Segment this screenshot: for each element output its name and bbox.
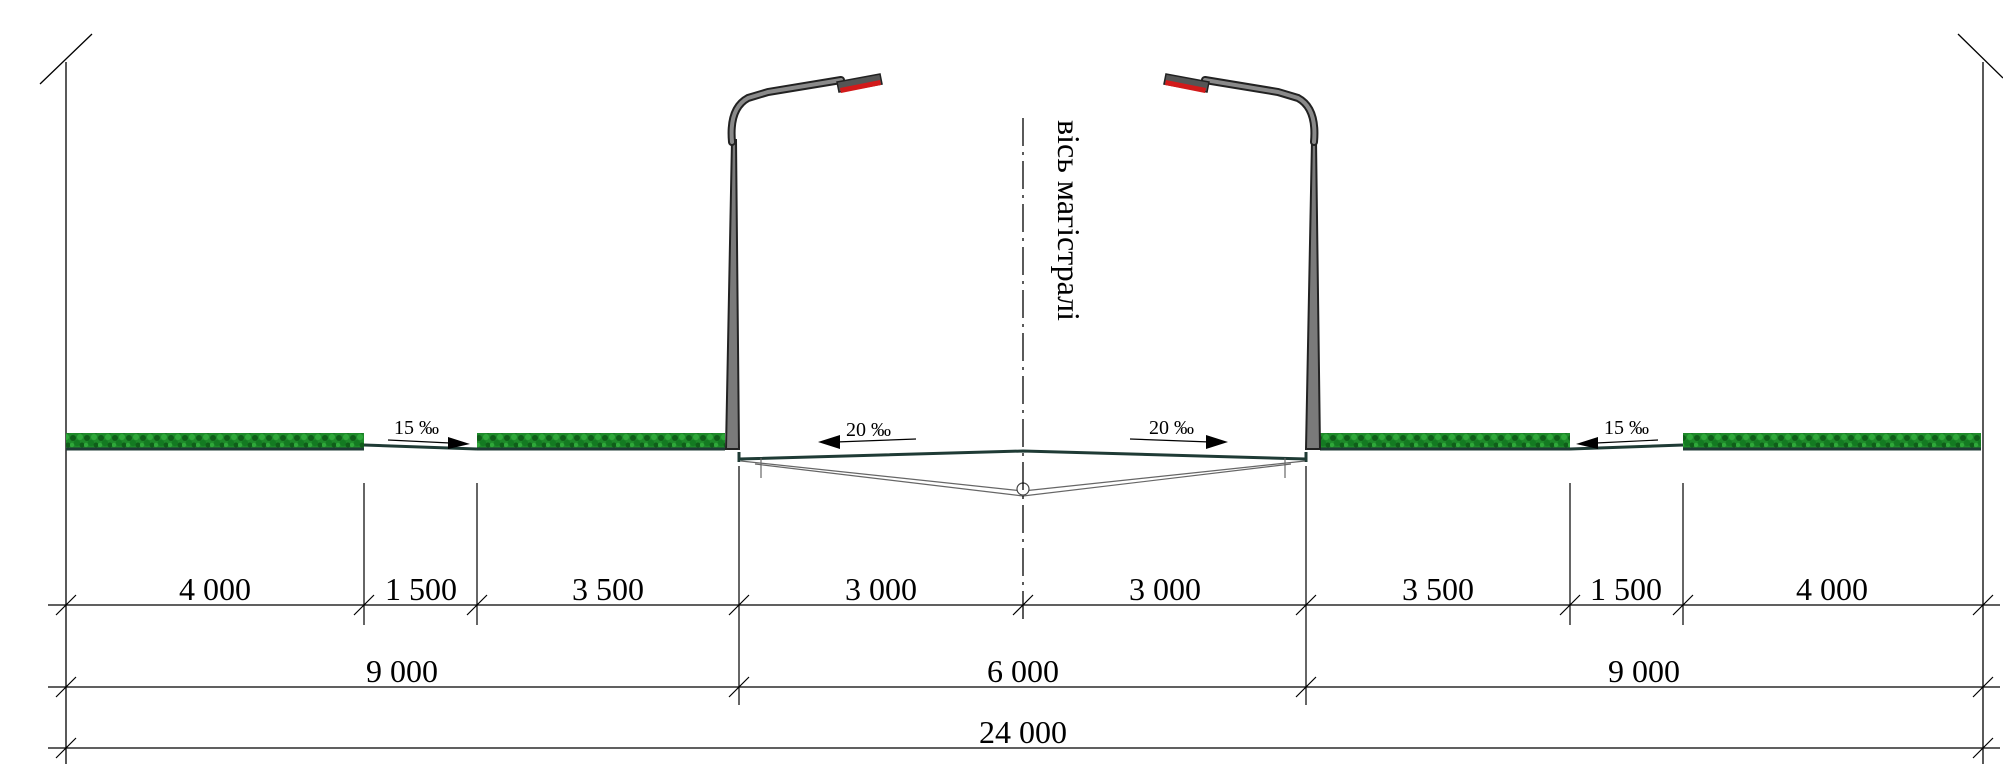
- dimension-labels-row2: 9 000 6 000 9 000: [366, 653, 1680, 689]
- dim-label: 1 500: [1590, 571, 1662, 607]
- grass-strip-left-inner: [477, 433, 725, 449]
- slope-label-left-sidewalk: 15 ‰: [394, 417, 439, 439]
- dim-label: 1 500: [385, 571, 457, 607]
- dim-label: 3 500: [1402, 571, 1474, 607]
- boundary-lines: [39, 33, 2003, 764]
- dimension-labels-row3: 24 000: [979, 714, 1067, 750]
- pavement-lines: [66, 443, 1981, 462]
- dim-label: 4 000: [179, 571, 251, 607]
- slope-label-left-carriageway: 20 ‰: [846, 419, 891, 441]
- slope-label-right-sidewalk: 15 ‰: [1604, 417, 1649, 439]
- dim-label: 9 000: [366, 653, 438, 689]
- grass-strip-right-inner: [1320, 433, 1570, 449]
- dimension-lines: [48, 594, 2000, 759]
- lamp-post-right: [1163, 73, 1322, 450]
- lamp-post-left: [724, 73, 883, 450]
- slope-arrow-left-icon: [818, 435, 840, 449]
- lamp-light-left: [840, 80, 881, 93]
- slope-left-sidewalk: 15 ‰: [387, 417, 470, 449]
- slope-label-right-carriageway: 20 ‰: [1149, 417, 1194, 439]
- pole-right: [1304, 139, 1322, 450]
- slope-arrow-left-icon: [1576, 437, 1598, 449]
- left-boundary-tick: [39, 33, 93, 85]
- slope-arrow-right-icon: [1206, 435, 1228, 449]
- arm-right: [1203, 78, 1317, 144]
- dim-label: 9 000: [1608, 653, 1680, 689]
- grass-strip-right-outer: [1683, 433, 1981, 449]
- grass-strip-left-outer: [66, 433, 364, 449]
- carriageway-surface: [738, 449, 1307, 461]
- dimension-labels-row1: 4 000 1 500 3 500 3 000 3 000 3 500 1 50…: [179, 571, 1868, 607]
- right-boundary-tick: [1957, 33, 2003, 79]
- slope-right-carriageway: 20 ‰: [1129, 417, 1228, 449]
- grass-strips: [66, 433, 1981, 449]
- lamp-light-right: [1165, 80, 1206, 93]
- pole-left: [724, 139, 741, 450]
- dim-label: 3 500: [572, 571, 644, 607]
- dim-label: 6 000: [987, 653, 1059, 689]
- dim-label-total: 24 000: [979, 714, 1067, 750]
- dim-label: 3 000: [845, 571, 917, 607]
- dim-label: 3 000: [1129, 571, 1201, 607]
- slope-left-carriageway: 20 ‰: [818, 419, 917, 449]
- sidewalk-left: [363, 443, 478, 451]
- sidewalk-right: [1569, 443, 1684, 451]
- extension-lines: [363, 466, 1684, 705]
- slope-right-sidewalk: 15 ‰: [1576, 417, 1659, 449]
- road-axis-label: вісь магістралі: [1051, 120, 1087, 321]
- dim-label: 4 000: [1796, 571, 1868, 607]
- arm-left: [729, 78, 843, 144]
- slope-arrow-right-icon: [448, 437, 470, 449]
